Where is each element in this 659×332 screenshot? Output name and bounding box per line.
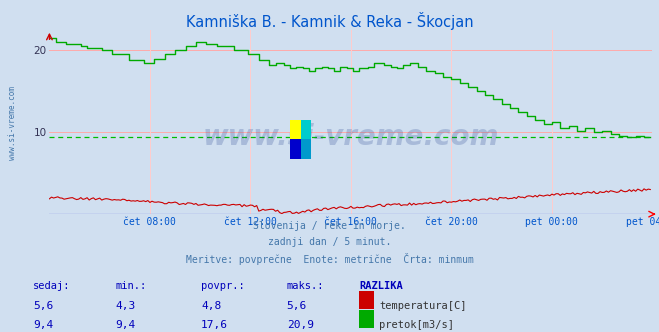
Text: 4,8: 4,8 (201, 301, 221, 311)
Text: 4,3: 4,3 (115, 301, 136, 311)
Text: RAZLIKA: RAZLIKA (359, 281, 403, 290)
Bar (290, 139, 301, 159)
Text: zadnji dan / 5 minut.: zadnji dan / 5 minut. (268, 237, 391, 247)
Text: maks.:: maks.: (287, 281, 324, 290)
Text: temperatura[C]: temperatura[C] (379, 301, 467, 311)
Text: 20,9: 20,9 (287, 320, 314, 330)
Text: 9,4: 9,4 (33, 320, 53, 330)
Bar (290, 120, 301, 139)
Text: Meritve: povprečne  Enote: metrične  Črta: minmum: Meritve: povprečne Enote: metrične Črta:… (186, 253, 473, 265)
Bar (301, 139, 311, 159)
Text: Slovenija / reke in morje.: Slovenija / reke in morje. (253, 221, 406, 231)
Text: Kamniška B. - Kamnik & Reka - Škocjan: Kamniška B. - Kamnik & Reka - Škocjan (186, 12, 473, 30)
Text: min.:: min.: (115, 281, 146, 290)
Text: 5,6: 5,6 (33, 301, 53, 311)
Text: www.si-vreme.com: www.si-vreme.com (8, 86, 17, 160)
Text: 17,6: 17,6 (201, 320, 228, 330)
Text: www.si-vreme.com: www.si-vreme.com (203, 123, 499, 151)
Text: pretok[m3/s]: pretok[m3/s] (379, 320, 454, 330)
Text: 9,4: 9,4 (115, 320, 136, 330)
Text: sedaj:: sedaj: (33, 281, 71, 290)
Text: 5,6: 5,6 (287, 301, 307, 311)
Bar (301, 120, 311, 139)
Text: povpr.:: povpr.: (201, 281, 244, 290)
